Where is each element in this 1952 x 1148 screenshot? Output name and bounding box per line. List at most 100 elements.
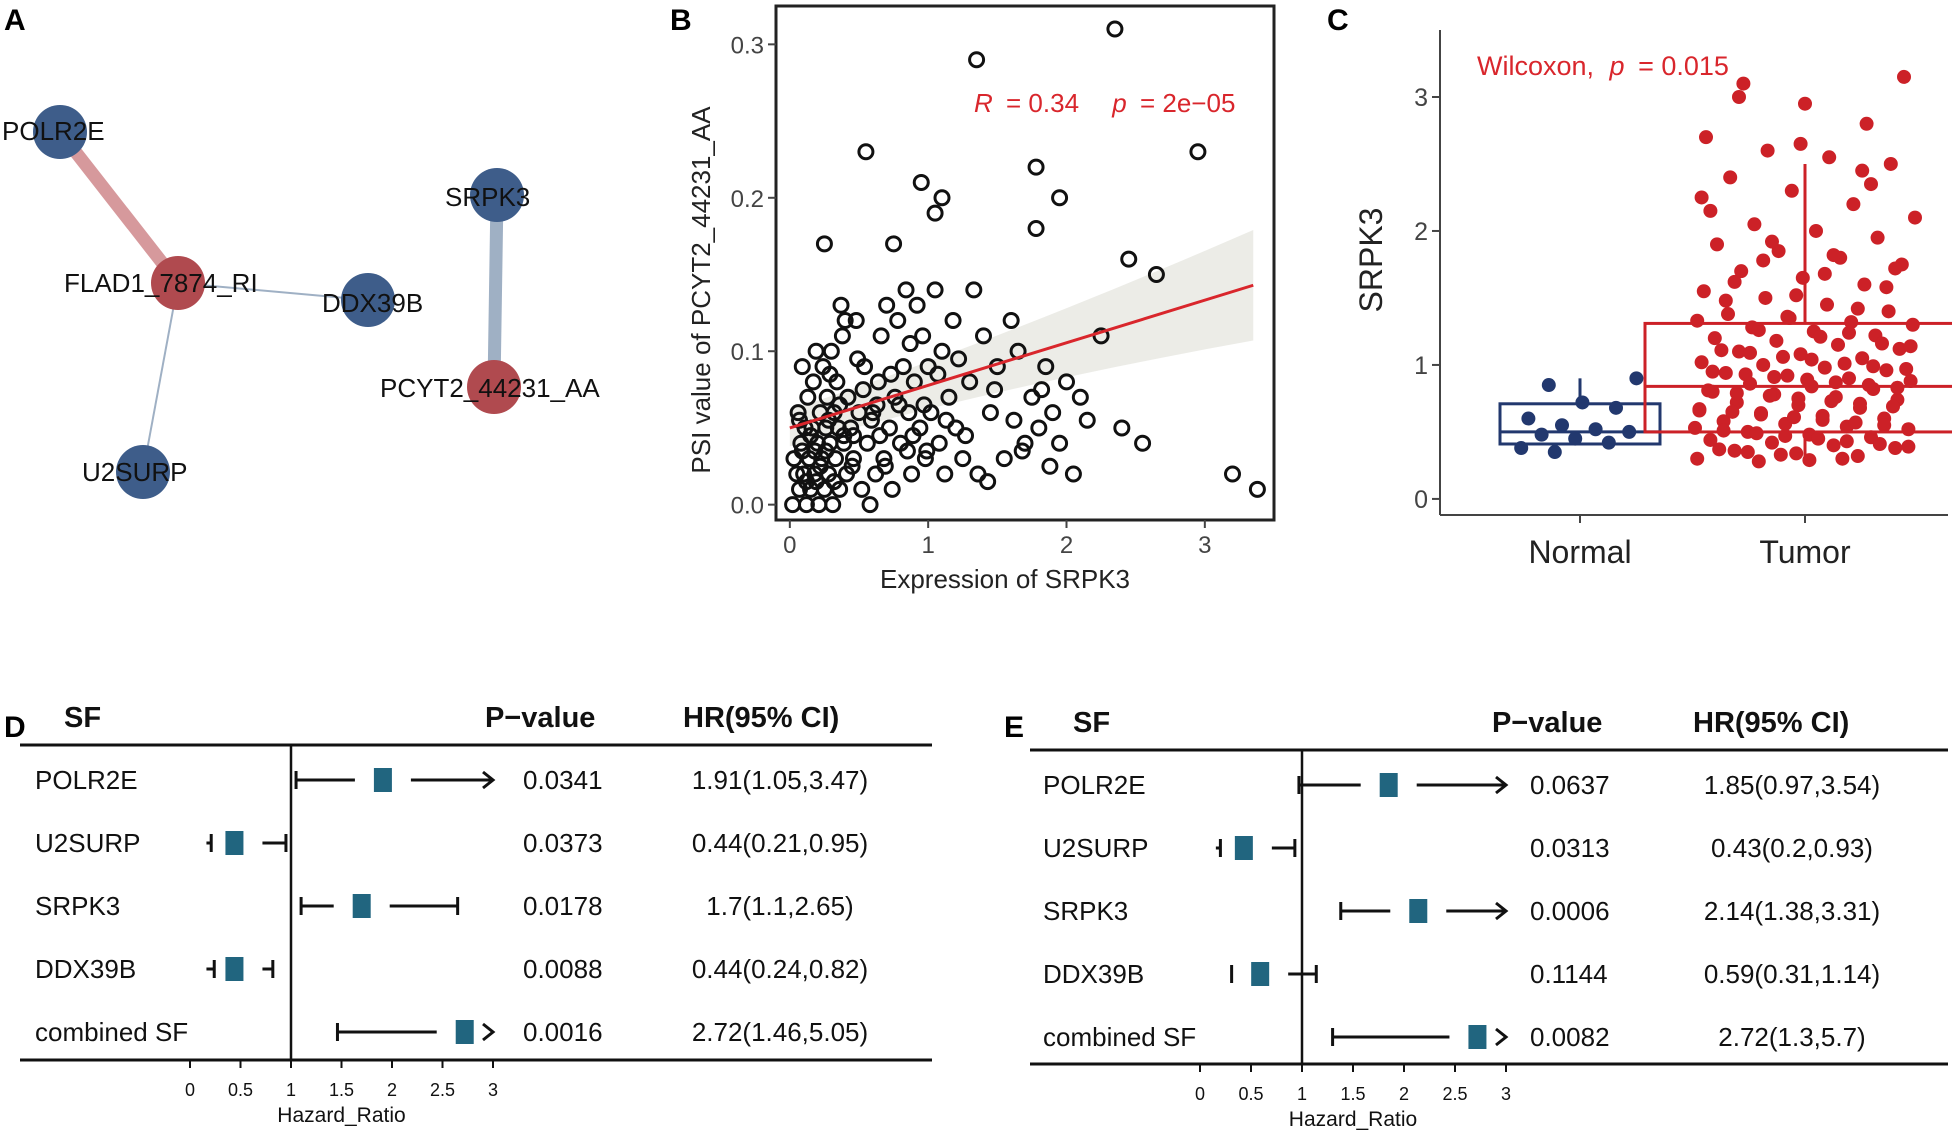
scatter-point (986, 381, 1004, 399)
forest-hr-marker-e (1234, 836, 1253, 860)
box-point-tumor (1899, 361, 1914, 376)
box-point-tumor (1767, 370, 1782, 385)
box-point-normal (1588, 422, 1603, 437)
forest-header-hr-e: HR(95% CI) (1693, 707, 1849, 739)
scatter-point (933, 189, 951, 207)
scatter-point (933, 342, 951, 360)
box-point-tumor (1804, 352, 1819, 367)
box-point-tumor (1723, 170, 1738, 185)
scatter-point (876, 457, 894, 475)
box-point-tumor (1897, 69, 1911, 84)
box-point-tumor (1690, 313, 1705, 328)
scatter-point (979, 473, 997, 491)
scatter-point (897, 281, 915, 299)
box-point-tumor (1760, 143, 1775, 158)
forest-x-tick-label-e: 1.5 (1340, 1084, 1365, 1104)
box-x-label-tumor: Tumor (1759, 534, 1851, 570)
forest-hr-ci-d: 1.7(1.1,2.65) (706, 891, 853, 921)
box-point-tumor (1839, 434, 1854, 449)
scatter-point (793, 358, 811, 376)
box-point-tumor (1855, 163, 1870, 178)
box-point-tumor (1872, 436, 1887, 451)
box-point-tumor (1710, 237, 1724, 252)
scatter-point (849, 350, 867, 368)
box-point-tumor (1793, 347, 1808, 362)
box-point-tumor (1901, 439, 1916, 454)
scatter-point (820, 411, 838, 429)
forest-hr-ci-e: 2.14(1.38,3.31) (1704, 896, 1880, 926)
scatter-point (853, 480, 871, 498)
forest-header-hr-d: HR(95% CI) (683, 702, 839, 734)
box-point-tumor (1892, 341, 1907, 356)
scatter-x-axis-label: Expression of SRPK3 (880, 564, 1130, 594)
forest-ci-arrow-e (1495, 1027, 1509, 1047)
scatter-point (806, 442, 824, 460)
forest-hr-ci-e: 1.85(0.97,3.54) (1704, 770, 1880, 800)
box-point-tumor (1826, 438, 1841, 453)
network-edge-polr2e-flad1 (54, 127, 184, 288)
forest-hr-marker-d (225, 957, 244, 981)
panel-label-e: E (1004, 711, 1024, 744)
scatter-point (944, 312, 962, 330)
box-point-tumor (1857, 277, 1872, 292)
forest-hr-marker-e (1379, 773, 1398, 797)
scatter-point (901, 335, 919, 353)
box-point-tumor (1756, 357, 1771, 372)
box-point-tumor (1789, 446, 1804, 461)
forest-x-axis-label-d: Hazard_Ratio (277, 1104, 405, 1127)
box-point-tumor (1718, 293, 1733, 308)
forest-x-tick-label-d: 1.5 (329, 1080, 354, 1100)
network-node-u2surp (116, 445, 170, 499)
scatter-point (912, 173, 930, 191)
scatter-point (811, 457, 829, 475)
scatter-point (878, 296, 896, 314)
scatter-p-label: p (1111, 88, 1126, 118)
box-point-tumor (1778, 428, 1793, 443)
scatter-point (1041, 457, 1059, 475)
scatter-point (862, 411, 880, 429)
box-point-normal (1622, 424, 1637, 439)
forest-row-name-e: POLR2E (1043, 770, 1146, 800)
box-point-tumor (1688, 420, 1702, 435)
forest-header-p-d: P−value (485, 702, 595, 734)
scatter-point (836, 312, 854, 330)
scatter-point (904, 427, 922, 445)
box-y-tick-label: 3 (1414, 84, 1428, 112)
panel-label-a: A (4, 4, 26, 37)
scatter-point (1013, 442, 1031, 460)
scatter-point (1071, 388, 1089, 406)
box-point-tumor (1861, 378, 1876, 393)
box-point-tumor (1908, 210, 1922, 225)
panel-label-d: D (4, 711, 26, 744)
scatter-point (890, 396, 908, 414)
box-point-tumor (1703, 203, 1718, 218)
box-test-name: Wilcoxon, (1477, 51, 1594, 81)
network-node-polr2e (33, 105, 87, 159)
box-y-axis-label: SRPK3 (1353, 208, 1389, 313)
box-point-tumor (1756, 253, 1771, 268)
scatter-point (894, 358, 912, 376)
scatter-point (915, 396, 933, 414)
scatter-point (1078, 411, 1096, 429)
scatter-p-value: = 2e−05 (1140, 88, 1235, 118)
box-point-tumor (1848, 415, 1863, 430)
scatter-point (804, 373, 822, 391)
scatter-point (1044, 404, 1062, 422)
box-point-tumor (1787, 410, 1801, 425)
box-point-tumor (1826, 248, 1841, 263)
scatter-point (908, 296, 926, 314)
forest-hr-ci-e: 2.72(1.3,5.7) (1718, 1022, 1865, 1052)
box-point-tumor (1886, 399, 1900, 414)
scatter-point (1051, 434, 1069, 452)
box-point-tumor (1879, 363, 1894, 378)
box-point-tumor (1789, 288, 1804, 303)
box-point-tumor (1870, 230, 1885, 245)
forest-row-name-e: U2SURP (1043, 833, 1148, 863)
forest-x-axis-label-e: Hazard_Ratio (1289, 1108, 1417, 1131)
box-point-tumor (1780, 368, 1795, 383)
forest-row-name-e: SRPK3 (1043, 896, 1128, 926)
box-point-tumor (1903, 374, 1918, 389)
forest-hr-marker-e (1251, 962, 1270, 986)
forest-x-tick-label-e: 0.5 (1238, 1084, 1263, 1104)
scatter-point (882, 365, 900, 383)
